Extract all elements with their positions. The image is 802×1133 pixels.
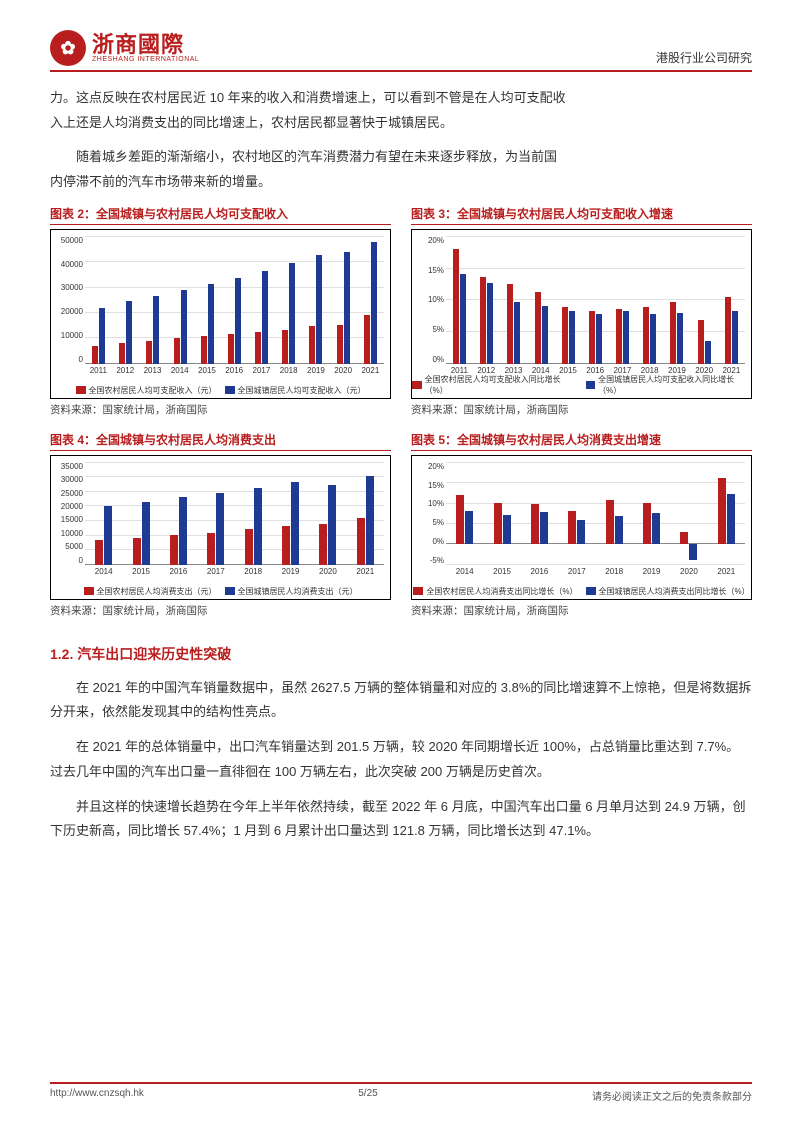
chart5-title: 图表 5：全国城镇与农村居民人均消费支出增速 (411, 431, 752, 451)
chart2-title: 图表 2：全国城镇与农村居民人均可支配收入 (50, 205, 391, 225)
chart3-source: 资料来源：国家统计局，浙商国际 (411, 402, 752, 417)
chart5-legend-urban: 全国城镇居民人均消费支出同比增长（%） (586, 586, 750, 597)
footer-url: http://www.cnzsqh.hk (50, 1088, 144, 1103)
para-4: 在 2021 年的总体销量中，出口汽车销量达到 201.5 万辆，较 2020 … (50, 735, 752, 784)
header-category: 港股行业公司研究 (656, 49, 752, 66)
para-2a: 随着城乡差距的渐渐缩小，农村地区的汽车消费潜力有望在未来逐步释放，为当前国 (50, 145, 752, 170)
chart2-legend-rural: 全国农村居民人均可支配收入（元） (76, 385, 217, 396)
chart5-source: 资料来源：国家统计局，浙商国际 (411, 603, 752, 618)
footer-page: 5/25 (358, 1088, 377, 1103)
chart4-legend-urban: 全国城镇居民人均消费支出（元） (225, 586, 358, 597)
logo: ✿ 浙商國際 ZHESHANG INTERNATIONAL (50, 30, 199, 66)
logo-cn: 浙商國際 (92, 34, 199, 56)
chart4-legend-rural: 全国农村居民人均消费支出（元） (84, 586, 217, 597)
chart3: 20%15%10%5%0% 20112012201320142015201620… (411, 229, 752, 399)
chart5: 20%15%10%5%0%-5% 20142015201620172018201… (411, 455, 752, 600)
chart4: 35000300002500020000150001000050000 2014… (50, 455, 391, 600)
chart2-legend-urban: 全国城镇居民人均可支配收入（元） (225, 385, 366, 396)
para-1a: 力。这点反映在农村居民近 10 年来的收入和消费增速上，可以看到不管是在人均可支… (50, 86, 752, 111)
chart2-source: 资料来源：国家统计局，浙商国际 (50, 402, 391, 417)
para-3: 在 2021 年的中国汽车销量数据中，虽然 2627.5 万辆的整体销量和对应的… (50, 676, 752, 725)
chart3-title: 图表 3：全国城镇与农村居民人均可支配收入增速 (411, 205, 752, 225)
logo-en: ZHESHANG INTERNATIONAL (92, 56, 199, 63)
chart3-legend-rural: 全国农村居民人均可支配收入同比增长（%） (412, 374, 578, 396)
para-5: 并且这样的快速增长趋势在今年上半年依然持续，截至 2022 年 6 月底，中国汽… (50, 795, 752, 844)
section-heading-1-2: 1.2. 汽车出口迎来历史性突破 (50, 644, 752, 664)
page-footer: http://www.cnzsqh.hk 5/25 请务必阅读正文之后的免责条款… (50, 1082, 752, 1103)
chart2: 50000400003000020000100000 2011201220132… (50, 229, 391, 399)
chart3-legend-urban: 全国城镇居民人均可支配收入同比增长（%） (586, 374, 752, 396)
chart4-source: 资料来源：国家统计局，浙商国际 (50, 603, 391, 618)
chart5-legend-rural: 全国农村居民人均消费支出同比增长（%） (413, 586, 577, 597)
para-2b: 内停滞不前的汽车市场带来新的增量。 (50, 170, 752, 195)
para-1b: 入上还是人均消费支出的同比增速上，农村居民都显著快于城镇居民。 (50, 111, 752, 136)
chart4-title: 图表 4：全国城镇与农村居民人均消费支出 (50, 431, 391, 451)
page-header: ✿ 浙商國際 ZHESHANG INTERNATIONAL 港股行业公司研究 (50, 30, 752, 72)
logo-icon: ✿ (50, 30, 86, 66)
footer-disclaimer: 请务必阅读正文之后的免责条款部分 (592, 1088, 752, 1103)
